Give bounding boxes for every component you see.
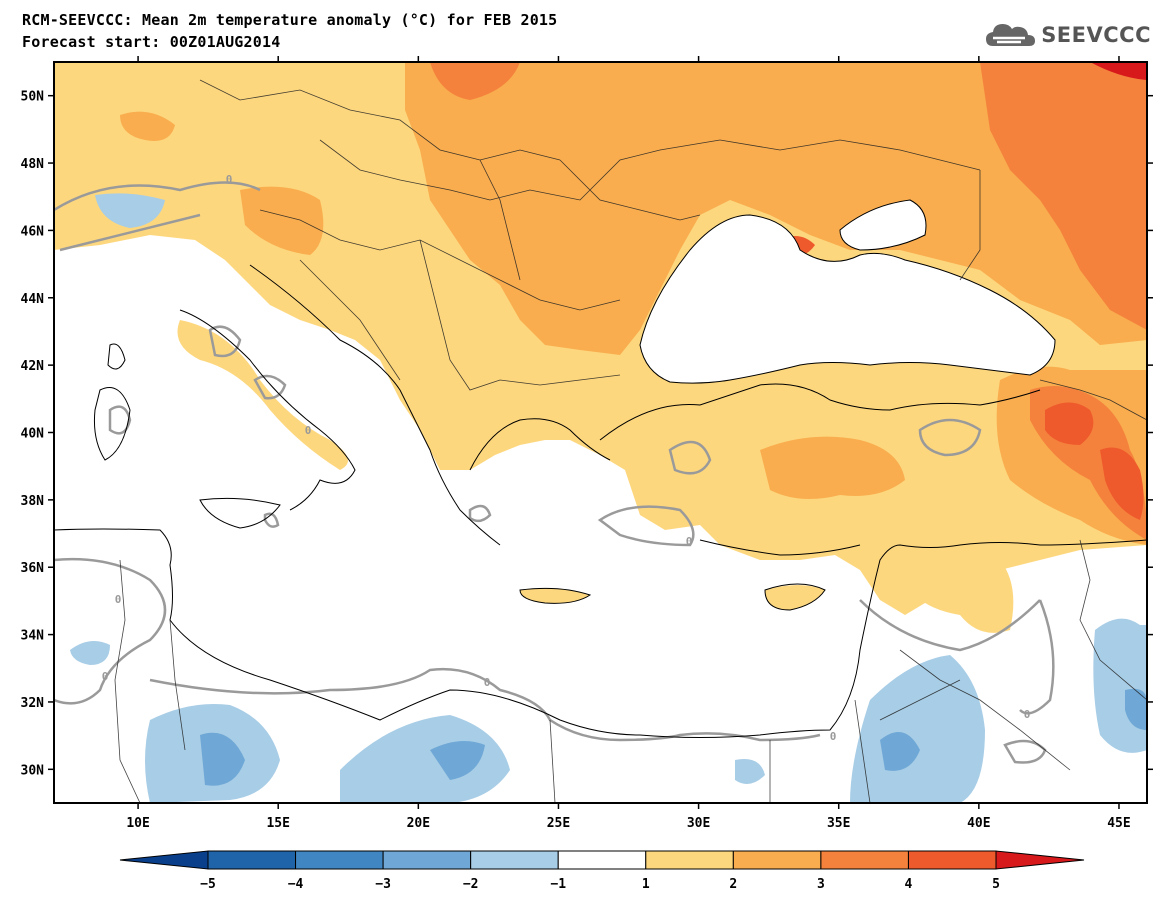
contour-label: 0 xyxy=(102,670,109,683)
colorbar-label: 1 xyxy=(642,877,650,892)
contour-label: 0 xyxy=(1024,708,1031,721)
colorbar-box xyxy=(645,850,734,870)
logo-text: SEEVCCC xyxy=(1041,23,1151,47)
colorbar-box xyxy=(907,850,997,870)
cloud-logo-icon xyxy=(986,24,1036,46)
lat-label: 46N xyxy=(21,224,45,239)
contour-label: 0 xyxy=(115,593,122,606)
colorbar-label: 3 xyxy=(817,877,825,892)
lat-label: 44N xyxy=(21,292,45,307)
latitude-axis: 50N 48N 46N 44N 42N 40N 38N 36N 34N 32N 30N xyxy=(21,90,1153,778)
lat-label: 40N xyxy=(21,427,45,442)
map-title: RCM-SEEVCCC: Mean 2m temperature anomaly… xyxy=(22,11,558,29)
lon-label: 35E xyxy=(827,816,850,831)
lat-label: 36N xyxy=(21,561,45,576)
colorbar-box xyxy=(557,850,647,870)
forecast-start-label: Forecast start: 00Z01AUG2014 xyxy=(22,33,281,51)
lat-label: 30N xyxy=(21,763,45,778)
anomaly-region-3to4 xyxy=(980,62,1147,330)
colorbar-label: −3 xyxy=(375,877,391,892)
lon-label: 40E xyxy=(967,816,990,831)
colorbar-label: −2 xyxy=(463,877,479,892)
lat-label: 38N xyxy=(21,494,45,509)
zero-contour-lines xyxy=(54,181,1055,764)
contour-label: 0 xyxy=(686,535,693,548)
country-borders xyxy=(114,79,1147,803)
colorbar-max-arrow xyxy=(995,850,1085,870)
seevccc-logo: SEEVCCC xyxy=(985,20,1151,50)
anomaly-field xyxy=(54,62,1147,803)
anomaly-region-2to3 xyxy=(405,62,1147,355)
colorbar-label: −4 xyxy=(288,877,304,892)
colorbar-label: 5 xyxy=(992,877,1000,892)
lon-label: 45E xyxy=(1107,816,1130,831)
lon-label: 20E xyxy=(407,816,430,831)
lat-label: 50N xyxy=(21,90,45,105)
colorbar-label: −5 xyxy=(200,877,216,892)
colorbar-box xyxy=(207,850,297,870)
colorbar-label: −1 xyxy=(550,877,566,892)
longitude-axis: 10E 15E 20E 25E 30E 35E 40E 45E 0 0 0 0 0 0 0 0 xyxy=(102,56,1131,831)
lat-label: 42N xyxy=(21,359,45,374)
lon-label: 30E xyxy=(687,816,710,831)
lat-label: 32N xyxy=(21,696,45,711)
colorbar-box xyxy=(820,850,909,870)
colorbar-label: 2 xyxy=(729,877,737,892)
lat-label: 34N xyxy=(21,629,45,644)
contour-label: 0 xyxy=(830,730,837,743)
contour-label: 0 xyxy=(305,424,312,437)
contour-label: 0 xyxy=(226,173,233,186)
colorbar-box xyxy=(382,850,472,870)
lat-label: 48N xyxy=(21,157,45,172)
contour-label: 0 xyxy=(484,676,491,689)
colorbar-min-arrow xyxy=(119,850,209,870)
anomaly-region-4to5 xyxy=(1045,402,1094,445)
lon-label: 10E xyxy=(126,816,149,831)
colorbar-box xyxy=(470,850,559,870)
black-sea xyxy=(640,215,1055,384)
lon-label: 25E xyxy=(547,816,570,831)
colorbar-label: 4 xyxy=(905,877,913,892)
lon-label: 15E xyxy=(266,816,289,831)
colorbar-box xyxy=(295,850,384,870)
coastlines xyxy=(54,199,1147,738)
colorbar-box xyxy=(732,850,822,870)
colorbar: −5 −4 −3 −2 −1 1 2 3 4 5 xyxy=(119,850,1085,892)
